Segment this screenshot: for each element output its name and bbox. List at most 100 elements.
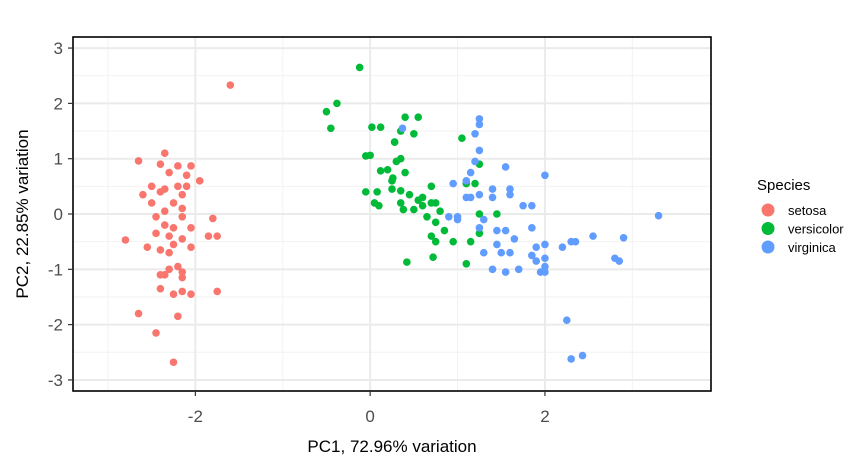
point-virginica bbox=[479, 248, 488, 257]
point-virginica bbox=[497, 248, 506, 257]
y-tick-label: 1 bbox=[54, 150, 63, 169]
point-versicolor bbox=[392, 157, 401, 166]
point-virginica bbox=[471, 157, 479, 166]
point-setosa bbox=[226, 81, 235, 89]
point-virginica bbox=[558, 243, 567, 251]
point-setosa bbox=[143, 243, 152, 251]
point-virginica bbox=[528, 224, 536, 232]
point-virginica bbox=[475, 146, 484, 155]
point-virginica bbox=[453, 215, 462, 224]
point-virginica bbox=[471, 129, 479, 138]
legend-key-setosa bbox=[761, 203, 775, 217]
point-versicolor bbox=[429, 253, 437, 261]
point-virginica bbox=[501, 226, 510, 235]
point-setosa bbox=[178, 235, 187, 243]
y-tick-label: -2 bbox=[48, 316, 63, 335]
point-versicolor bbox=[414, 196, 423, 204]
point-setosa bbox=[174, 312, 182, 321]
point-setosa bbox=[209, 214, 217, 223]
point-setosa bbox=[165, 168, 173, 177]
y-axis: -3 -2 -1 0 1 2 3 bbox=[48, 39, 73, 390]
point-setosa bbox=[139, 190, 147, 199]
x-tick-label: 0 bbox=[365, 407, 374, 426]
point-versicolor bbox=[375, 201, 383, 210]
point-setosa bbox=[178, 190, 187, 199]
point-virginica bbox=[466, 193, 475, 202]
point-virginica bbox=[466, 168, 475, 177]
point-setosa bbox=[160, 271, 169, 279]
legend-label-virginica: virginica bbox=[788, 240, 836, 255]
point-setosa bbox=[156, 284, 165, 293]
point-versicolor bbox=[361, 188, 370, 196]
point-versicolor bbox=[376, 167, 385, 175]
point-versicolor bbox=[390, 138, 399, 146]
point-virginica bbox=[488, 265, 497, 274]
point-versicolor bbox=[493, 210, 501, 218]
point-setosa bbox=[187, 224, 195, 232]
x-axis-title: PC1, 72.96% variation bbox=[307, 437, 476, 456]
point-versicolor bbox=[475, 229, 484, 238]
legend-label-setosa: setosa bbox=[788, 203, 827, 218]
point-virginica bbox=[528, 201, 536, 210]
point-versicolor bbox=[383, 165, 392, 174]
point-versicolor bbox=[405, 190, 414, 199]
point-setosa bbox=[134, 309, 143, 318]
point-versicolor bbox=[401, 113, 409, 122]
point-versicolor bbox=[327, 124, 335, 133]
point-setosa bbox=[178, 287, 187, 296]
point-virginica bbox=[501, 163, 510, 171]
x-tick-label: -2 bbox=[188, 407, 203, 426]
point-setosa bbox=[165, 232, 173, 240]
point-setosa bbox=[174, 162, 182, 170]
point-versicolor bbox=[418, 201, 427, 210]
point-setosa bbox=[147, 199, 156, 207]
y-tick-label: 3 bbox=[54, 39, 63, 58]
points-layer bbox=[121, 63, 663, 367]
point-virginica bbox=[619, 233, 628, 242]
point-versicolor bbox=[449, 237, 457, 246]
point-versicolor bbox=[427, 232, 436, 240]
point-setosa bbox=[165, 265, 173, 274]
point-virginica bbox=[449, 179, 457, 188]
point-setosa bbox=[178, 204, 187, 213]
point-setosa bbox=[160, 221, 169, 229]
point-setosa bbox=[152, 229, 160, 238]
point-virginica bbox=[506, 190, 514, 199]
point-versicolor bbox=[427, 182, 436, 191]
point-virginica bbox=[501, 268, 510, 276]
point-setosa bbox=[160, 207, 169, 216]
point-virginica bbox=[493, 240, 501, 249]
point-versicolor bbox=[401, 168, 409, 177]
point-versicolor bbox=[322, 107, 331, 116]
point-setosa bbox=[147, 182, 156, 191]
point-setosa bbox=[174, 262, 182, 271]
point-virginica bbox=[475, 224, 484, 232]
point-virginica bbox=[488, 185, 497, 193]
point-setosa bbox=[182, 171, 191, 180]
point-versicolor bbox=[423, 212, 431, 221]
y-tick-label: -1 bbox=[48, 260, 63, 279]
point-versicolor bbox=[458, 134, 466, 143]
y-tick-label: 0 bbox=[54, 205, 63, 224]
point-virginica bbox=[479, 215, 488, 224]
point-versicolor bbox=[475, 210, 484, 218]
point-versicolor bbox=[361, 152, 370, 160]
point-versicolor bbox=[403, 258, 411, 266]
point-versicolor bbox=[355, 63, 364, 72]
point-versicolor bbox=[471, 179, 479, 188]
point-virginica bbox=[398, 124, 407, 133]
point-setosa bbox=[156, 246, 165, 254]
point-virginica bbox=[541, 240, 549, 249]
point-setosa bbox=[134, 157, 143, 165]
y-tick-label: 2 bbox=[54, 94, 63, 113]
point-setosa bbox=[121, 236, 130, 244]
point-virginica bbox=[562, 316, 571, 325]
point-virginica bbox=[541, 171, 549, 180]
point-setosa bbox=[152, 212, 160, 221]
point-setosa bbox=[169, 199, 178, 207]
point-setosa bbox=[152, 329, 160, 337]
point-setosa bbox=[169, 358, 178, 367]
y-tick-label: -3 bbox=[48, 371, 63, 390]
